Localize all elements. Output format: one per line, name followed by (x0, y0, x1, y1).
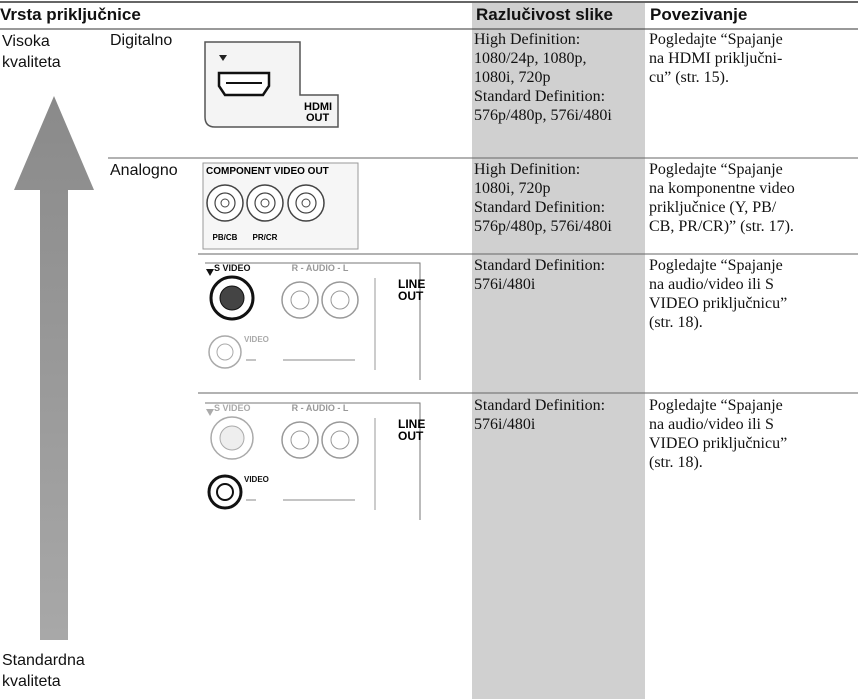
connection-line: VIDEO priključnicu” (649, 295, 788, 312)
resolution-line: High Definition: (474, 31, 581, 48)
svideo-label: S VIDEO (214, 403, 251, 413)
resolution-column-bg (472, 3, 645, 699)
connection-line: na audio/video ili S (649, 416, 774, 433)
connection-line: priključnice (Y, PB/ (649, 199, 777, 216)
connection-line: na komponentne video (649, 180, 795, 197)
connection-line: na HDMI priključni- (649, 50, 783, 67)
av-panel (205, 402, 421, 520)
audio-inner (290, 290, 310, 310)
component-title: COMPONENT VIDEO OUT (206, 166, 329, 177)
video-label: VIDEO (244, 475, 269, 484)
quality-high: kvaliteta (2, 54, 61, 71)
jack-label: PB/CB (213, 233, 238, 242)
svideo-marker (206, 409, 214, 416)
header-cell: Vrsta priključnice (0, 5, 141, 24)
quality-high: Visoka (2, 33, 50, 50)
resolution-line: 1080i, 720p (474, 180, 551, 197)
audio-label: R - AUDIO - L (292, 403, 349, 413)
hdmi-label: HDMI (304, 101, 332, 113)
connection-line: Pogledajte “Spajanje (649, 31, 783, 48)
audio-inner (290, 430, 310, 450)
audio-label: R - AUDIO - L (292, 263, 349, 273)
line-out-label: LINE (398, 417, 425, 431)
header-cell: Povezivanje (650, 5, 748, 24)
quality-standard: kvaliteta (2, 673, 61, 690)
audio-inner (330, 290, 350, 310)
svideo-label: S VIDEO (214, 263, 251, 273)
connection-line: Pogledajte “Spajanje (649, 257, 783, 274)
connection-line: Pogledajte “Spajanje (649, 397, 783, 414)
connection-line: Pogledajte “Spajanje (649, 161, 783, 178)
hdmi-marker (219, 55, 227, 61)
resolution-line: 576p/480p, 576i/480i (474, 218, 612, 235)
connection-line: VIDEO priključnicu” (649, 435, 788, 452)
quality-arrow (14, 96, 94, 640)
video-inner (216, 343, 234, 361)
resolution-line: High Definition: (474, 161, 581, 178)
svideo-marker (206, 269, 214, 276)
connector-kind: Digitalno (110, 32, 173, 49)
connection-line: (str. 18). (649, 454, 703, 471)
connection-line: CB, PR/CR)” (str. 17). (649, 218, 794, 235)
resolution-line: 1080/24p, 1080p, (474, 50, 587, 67)
jack-pin (220, 198, 230, 208)
resolution-line: Standard Definition: (474, 88, 606, 105)
video-inner (216, 483, 234, 501)
resolution-line: Standard Definition: (474, 257, 606, 274)
quality-standard: Standardna (2, 652, 85, 669)
jack-pin (301, 198, 311, 208)
jack-label: PR/CR (253, 233, 278, 242)
line-out-label: OUT (398, 289, 424, 303)
resolution-line: Standard Definition: (474, 199, 606, 216)
video-label: VIDEO (244, 335, 269, 344)
resolution-line: 576i/480i (474, 416, 536, 433)
jack-pin (260, 198, 270, 208)
svideo-inner (219, 285, 245, 311)
hdmi-label: OUT (306, 112, 330, 124)
header-cell: Razlučivost slike (476, 5, 614, 24)
resolution-line: Standard Definition: (474, 397, 606, 414)
connection-line: (str. 18). (649, 314, 703, 331)
av-panel (205, 262, 421, 380)
svideo-inner (219, 425, 245, 451)
connection-line: cu” (str. 15). (649, 69, 729, 86)
connector-kind: Analogno (110, 162, 178, 179)
line-out-label: OUT (398, 429, 424, 443)
connection-line: na audio/video ili S (649, 276, 774, 293)
hdmi-panel (204, 41, 339, 128)
resolution-line: 1080i, 720p (474, 69, 551, 86)
resolution-line: 576p/480p, 576i/480i (474, 107, 612, 124)
line-out-label: LINE (398, 277, 425, 291)
audio-inner (330, 430, 350, 450)
resolution-line: 576i/480i (474, 276, 536, 293)
